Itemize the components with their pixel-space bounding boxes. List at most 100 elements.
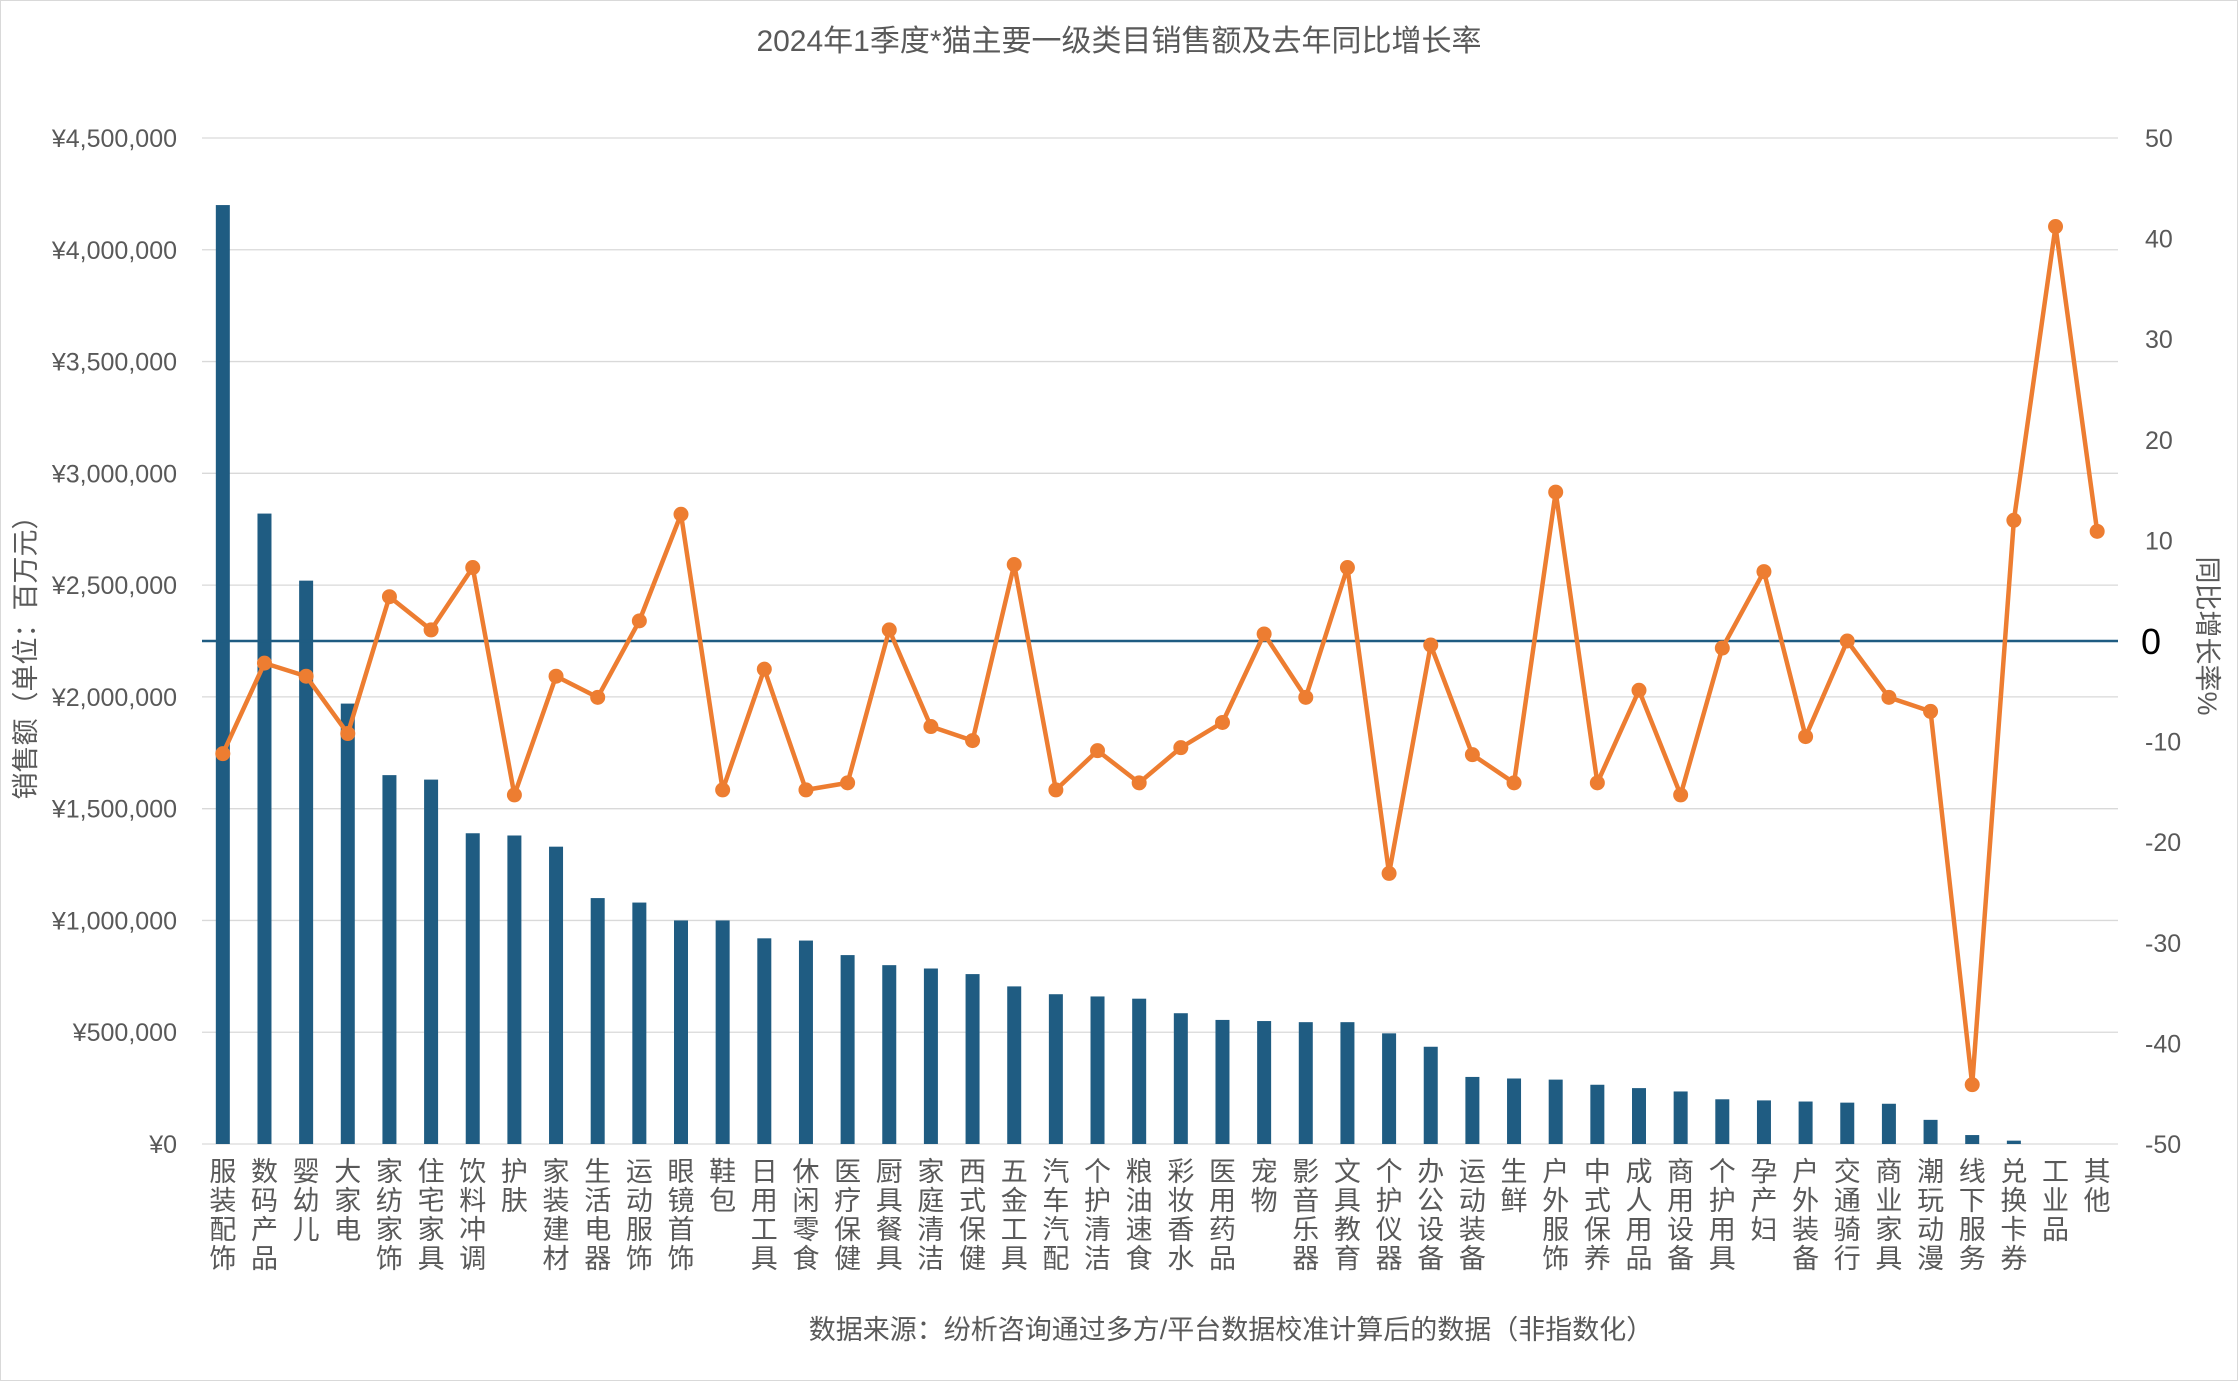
bar — [1715, 1099, 1730, 1144]
right-axis-title: 同比增长率% — [2192, 556, 2222, 715]
category-label: 服装配饰 — [209, 1157, 236, 1274]
category-label: 医疗保健 — [834, 1157, 861, 1274]
growth-point — [465, 560, 481, 576]
growth-point — [1006, 557, 1022, 573]
growth-point — [1298, 689, 1314, 705]
left-tick-label: ¥1,000,000 — [51, 907, 177, 935]
growth-point — [756, 661, 772, 677]
growth-point — [840, 775, 856, 791]
bar — [424, 779, 439, 1144]
bar — [1632, 1088, 1646, 1144]
bar-series — [215, 205, 2021, 1145]
left-tick-label: ¥1,500,000 — [51, 796, 177, 824]
category-label: 兑换卡券 — [2000, 1157, 2027, 1274]
bar — [632, 902, 647, 1144]
left-tick-label: ¥2,000,000 — [51, 684, 177, 712]
category-label: 鞋包 — [709, 1157, 736, 1216]
bar — [2006, 1140, 2021, 1144]
bar — [340, 703, 355, 1144]
category-label: 饮料冲调 — [459, 1157, 486, 1274]
category-label: 家装建材 — [543, 1157, 570, 1274]
bar — [1840, 1102, 1855, 1144]
category-label: 个护仪器 — [1376, 1157, 1403, 1274]
growth-point — [423, 622, 439, 638]
bar — [382, 775, 397, 1144]
growth-point — [1381, 865, 1397, 881]
source-note: 数据来源：纷析咨询通过多方/平台数据校准计算后的数据（非指数化） — [809, 1315, 1654, 1345]
category-label: 家庭清洁 — [917, 1157, 944, 1274]
bar — [840, 955, 855, 1144]
left-tick-label: ¥500,000 — [72, 1019, 177, 1047]
growth-point — [1756, 564, 1772, 580]
growth-point — [965, 733, 981, 749]
category-label: 生活电器 — [584, 1157, 611, 1274]
category-label: 生鲜 — [1501, 1157, 1528, 1216]
growth-point — [381, 589, 397, 605]
category-label: 眼镜首饰 — [668, 1157, 695, 1274]
category-label: 工业品 — [2042, 1157, 2069, 1245]
growth-point — [1090, 743, 1106, 759]
bar — [798, 940, 813, 1144]
category-label: 数码产品 — [251, 1157, 278, 1274]
growth-point — [2089, 523, 2105, 539]
growth-point — [2048, 219, 2064, 235]
growth-point — [1964, 1077, 1980, 1093]
category-label: 商用设备 — [1667, 1157, 1694, 1274]
category-label: 影音乐器 — [1292, 1157, 1319, 1274]
category-label: 日用工具 — [751, 1157, 778, 1274]
bar — [257, 513, 272, 1144]
left-tick-label: ¥0 — [148, 1131, 177, 1159]
bar — [965, 974, 980, 1144]
growth-point — [1214, 714, 1230, 730]
right-tick-label: 30 — [2145, 326, 2173, 354]
right-tick-label: -20 — [2145, 829, 2181, 857]
right-tick-label: -30 — [2145, 930, 2181, 958]
growth-point — [1923, 703, 1939, 719]
growth-point — [673, 506, 689, 522]
category-label: 户外装备 — [1792, 1157, 1819, 1274]
growth-point — [1714, 640, 1730, 656]
bar — [1007, 986, 1022, 1144]
bar — [1298, 1022, 1313, 1144]
right-tick-label: -50 — [2145, 1131, 2181, 1159]
category-label: 住宅家具 — [418, 1157, 445, 1274]
bar — [590, 898, 605, 1144]
bar — [715, 920, 730, 1144]
growth-point — [548, 668, 564, 684]
growth-rate-line — [220, 224, 2100, 1087]
growth-point — [1048, 782, 1064, 798]
growth-point — [1506, 775, 1522, 791]
growth-point — [1131, 775, 1147, 791]
left-tick-label: ¥4,500,000 — [51, 125, 177, 153]
bar — [299, 580, 314, 1144]
category-label: 潮玩动漫 — [1917, 1157, 1944, 1274]
bar — [1881, 1103, 1896, 1144]
left-tick-label: ¥3,000,000 — [51, 460, 177, 488]
growth-point — [1631, 682, 1647, 698]
bar — [757, 938, 772, 1144]
right-tick-label: 40 — [2145, 226, 2173, 254]
left-axis-title: 销售额（单位：百万元） — [11, 503, 41, 800]
category-label: 成人用品 — [1626, 1157, 1653, 1274]
category-label: 个护清洁 — [1084, 1157, 1111, 1274]
growth-point — [1839, 633, 1855, 649]
growth-point — [590, 689, 606, 705]
growth-rate-points — [215, 219, 2105, 1093]
growth-point — [2006, 512, 2022, 528]
bar — [1048, 994, 1063, 1144]
growth-point — [881, 622, 897, 638]
category-label: 休闲零食 — [792, 1157, 819, 1274]
growth-point — [298, 668, 314, 684]
right-axis-zero-label: 0 — [2141, 621, 2161, 662]
bar — [549, 846, 564, 1144]
growth-point — [340, 726, 356, 742]
bar — [1215, 1019, 1230, 1144]
right-tick-label: 20 — [2145, 427, 2173, 455]
bar — [1548, 1079, 1563, 1144]
bar — [1423, 1046, 1438, 1144]
growth-point — [1881, 689, 1897, 705]
category-label: 孕产妇 — [1750, 1157, 1777, 1245]
category-label: 交通骑行 — [1834, 1157, 1861, 1274]
